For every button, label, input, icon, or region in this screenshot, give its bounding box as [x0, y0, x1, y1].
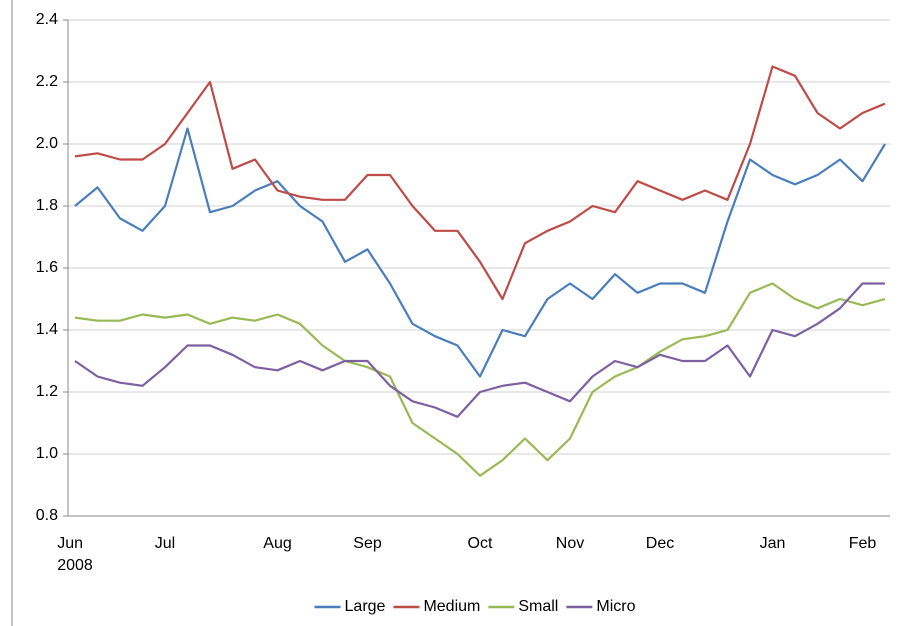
x-tick-label: Jan: [759, 535, 786, 552]
x-tick-label: Sep: [353, 535, 382, 552]
x-tick-label: Dec: [645, 535, 675, 552]
x-tick-label: Feb: [848, 535, 877, 552]
y-tick-label: 1.8: [36, 197, 58, 214]
x-tick-label: Jul: [154, 535, 176, 552]
series-line: [74, 282, 886, 477]
y-tick-label: 1.4: [36, 321, 58, 338]
series-line: [74, 282, 885, 418]
series-line: [74, 127, 886, 378]
legend-label: Medium: [423, 598, 480, 615]
legend-label: Large: [345, 598, 386, 615]
legend-label: Micro: [596, 598, 635, 615]
x-tick-label: Aug: [263, 535, 292, 552]
x-tick-label: Jun 2008: [57, 535, 93, 574]
y-tick-label: 0.8: [36, 507, 58, 524]
y-tick-label: 2.0: [36, 135, 58, 152]
y-tick-label: 1.6: [36, 259, 58, 276]
y-tick-label: 2.2: [36, 73, 58, 90]
legend-label: Small: [518, 598, 558, 615]
y-tick-label: 1.2: [36, 383, 58, 400]
x-tick-label: Oct: [467, 535, 493, 552]
y-tick-label: 2.4: [36, 11, 58, 28]
series-line: [74, 65, 886, 301]
y-tick-label: 1.0: [36, 445, 58, 462]
x-tick-label: Nov: [555, 535, 585, 552]
